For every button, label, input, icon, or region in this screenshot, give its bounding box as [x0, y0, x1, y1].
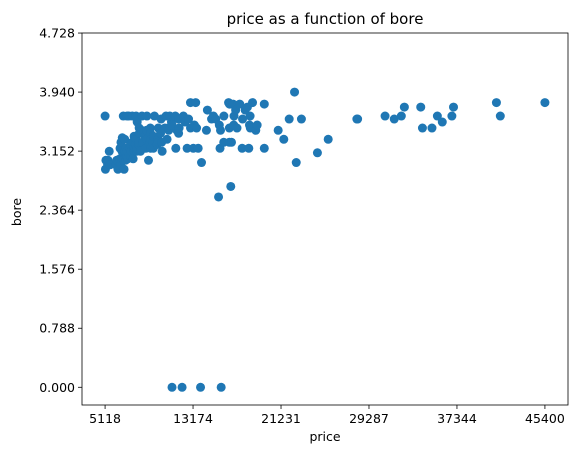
- data-point: [296, 114, 306, 124]
- x-tick-label: 45400: [525, 411, 565, 426]
- y-tick-label: 2.364: [39, 203, 75, 218]
- data-point: [232, 123, 242, 133]
- data-point: [202, 105, 212, 115]
- x-axis-label: price: [309, 429, 340, 444]
- data-point: [540, 98, 550, 108]
- y-tick-label: 1.576: [39, 262, 75, 277]
- data-point: [191, 98, 201, 108]
- data-point: [437, 117, 447, 127]
- data-point: [216, 382, 226, 392]
- data-point: [245, 111, 255, 121]
- y-axis-ticks: 0.000 0.788 1.576 2.364 3.152 3.940 4.728: [39, 26, 82, 395]
- data-point: [323, 134, 333, 144]
- data-point: [252, 120, 262, 130]
- data-point: [167, 382, 177, 392]
- data-point: [432, 111, 442, 121]
- data-point: [214, 192, 224, 202]
- data-point: [171, 143, 181, 153]
- data-point: [192, 123, 202, 133]
- y-tick-label: 4.728: [39, 26, 75, 41]
- data-point: [389, 114, 399, 124]
- data-point: [201, 125, 211, 135]
- data-point: [197, 158, 207, 168]
- data-point: [491, 98, 501, 108]
- y-tick-label: 0.000: [39, 380, 75, 395]
- data-point: [142, 111, 152, 121]
- data-point: [193, 143, 203, 153]
- data-point: [290, 87, 300, 97]
- data-point: [284, 114, 294, 124]
- data-point: [119, 164, 129, 174]
- x-axis-ticks: 5118 13174 21231 29287 37344 45400: [89, 405, 565, 426]
- y-axis-label: bore: [9, 198, 24, 226]
- data-point: [196, 382, 206, 392]
- plot-marks: [100, 87, 550, 392]
- data-point: [184, 114, 194, 124]
- data-point: [353, 114, 363, 124]
- data-point: [100, 111, 110, 121]
- data-point: [416, 102, 426, 112]
- data-point: [226, 181, 236, 191]
- y-tick-label: 3.152: [39, 144, 75, 159]
- data-point: [427, 123, 437, 133]
- data-point: [157, 146, 167, 156]
- data-point: [182, 143, 192, 153]
- data-point: [104, 146, 114, 156]
- data-point: [162, 134, 172, 144]
- data-point: [226, 137, 236, 147]
- data-point: [312, 148, 322, 158]
- x-tick-label: 37344: [437, 411, 477, 426]
- data-point: [259, 143, 269, 153]
- data-point: [248, 98, 258, 108]
- data-point: [237, 143, 247, 153]
- x-tick-label: 29287: [349, 411, 389, 426]
- data-point: [399, 102, 409, 112]
- data-point: [235, 99, 245, 109]
- x-tick-label: 13174: [173, 411, 213, 426]
- x-tick-label: 21231: [261, 411, 301, 426]
- data-point: [380, 111, 390, 121]
- y-tick-label: 3.940: [39, 85, 75, 100]
- data-point: [417, 123, 427, 133]
- data-point: [120, 134, 130, 144]
- data-point: [216, 125, 226, 135]
- data-point: [259, 99, 269, 109]
- data-point: [244, 143, 254, 153]
- data-point: [449, 102, 459, 112]
- x-tick-label: 5118: [89, 411, 121, 426]
- data-point: [495, 111, 505, 121]
- data-point: [128, 154, 138, 164]
- data-point: [174, 123, 184, 133]
- data-point: [396, 111, 406, 121]
- data-point: [273, 125, 283, 135]
- data-point: [177, 382, 187, 392]
- chart-title: price as a function of bore: [227, 10, 424, 28]
- data-point: [447, 111, 457, 121]
- data-point: [144, 155, 154, 165]
- data-point: [291, 158, 301, 168]
- data-point: [279, 134, 289, 144]
- plot-frame: [81, 32, 569, 406]
- data-point: [238, 114, 248, 124]
- y-tick-label: 0.788: [39, 321, 75, 336]
- data-point: [219, 111, 229, 121]
